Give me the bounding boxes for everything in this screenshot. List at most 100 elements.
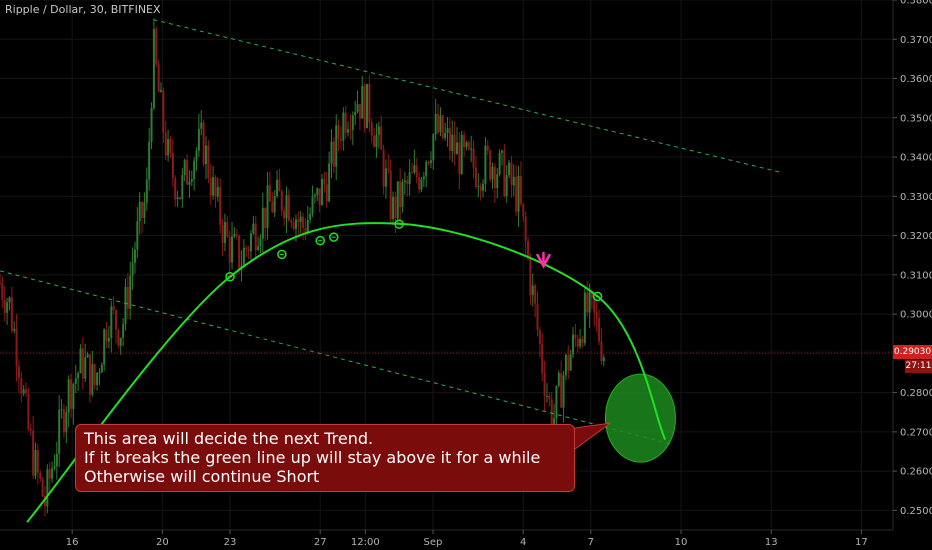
candle-body — [498, 152, 501, 175]
candle-body — [574, 334, 577, 339]
candle-body — [339, 138, 342, 141]
candle-body — [103, 329, 106, 365]
candle-body — [25, 389, 28, 394]
candle-body — [318, 188, 321, 206]
candle-body — [81, 348, 84, 379]
callout-line-2: If it breaks the green line up will stay… — [84, 448, 541, 467]
candle-body — [593, 297, 596, 313]
candle-body — [287, 194, 290, 221]
candle-body — [410, 172, 413, 174]
candle-body — [96, 372, 99, 386]
candle-body — [148, 141, 151, 180]
candle-body — [20, 378, 23, 394]
time-tick-label: 4 — [520, 537, 526, 548]
candle-body — [337, 125, 340, 139]
candle-body — [150, 108, 153, 142]
candle-body — [117, 329, 120, 346]
candle-body — [27, 393, 30, 429]
touch-marker-ring — [328, 232, 339, 242]
candle-body — [482, 183, 485, 191]
candle-body — [164, 132, 167, 156]
candles — [0, 18, 605, 517]
candle-body — [13, 328, 16, 331]
candle-body — [204, 145, 207, 165]
candle-body — [588, 291, 591, 313]
candle-body — [98, 372, 101, 374]
candle-body — [531, 285, 534, 296]
candle-body — [126, 286, 129, 309]
candle-body — [323, 178, 326, 185]
candle-body — [160, 90, 163, 92]
candle-body — [219, 187, 222, 225]
lower-trend-line[interactable] — [0, 270, 670, 445]
candle-body — [453, 134, 456, 155]
candle-body — [451, 134, 454, 151]
candle-body — [512, 176, 515, 186]
candle-body — [342, 112, 345, 141]
candle-body — [53, 466, 56, 469]
candle-body — [519, 175, 522, 204]
upper-trend-line[interactable] — [153, 19, 783, 174]
candle-body — [361, 85, 364, 119]
time-tick-label: Sep — [424, 537, 443, 548]
callout-line-1: This area will decide the next Trend. — [84, 429, 374, 448]
candle-body — [505, 175, 508, 197]
candle-body — [313, 194, 316, 197]
candle-body — [569, 354, 572, 371]
support-arc[interactable] — [26, 222, 667, 523]
candle-body — [264, 207, 267, 228]
candle-body — [489, 150, 492, 180]
candle-body — [216, 187, 219, 197]
candle-body — [384, 168, 387, 187]
candle-body — [188, 181, 191, 185]
touch-marker — [225, 272, 235, 282]
touch-marker — [315, 235, 325, 246]
candle-body — [576, 338, 579, 347]
candle-body — [15, 328, 18, 367]
candle-body — [228, 236, 231, 263]
bar-countdown-tag: 27:11 — [905, 360, 932, 373]
candle-body — [332, 141, 335, 167]
candle-body — [572, 334, 575, 355]
candle-body — [422, 176, 425, 180]
candle-body — [356, 104, 359, 113]
candle-body — [522, 203, 525, 217]
time-axis[interactable]: 16 20 23 27 12:00 Sep 4 7 10 13 17 — [66, 530, 868, 548]
candle-body — [382, 149, 385, 187]
candle-body — [34, 450, 37, 476]
highlight-ellipse[interactable] — [604, 373, 676, 463]
candle-body — [157, 64, 160, 92]
candle-body — [347, 129, 350, 133]
price-tick-label: 0.25000 — [900, 506, 932, 517]
candle-body — [181, 174, 184, 200]
candle-body — [541, 344, 544, 374]
candle-body — [437, 113, 440, 133]
candle-body — [67, 379, 70, 413]
candle-body — [58, 409, 61, 454]
candle-body — [418, 177, 421, 190]
candle-body — [233, 233, 236, 237]
candle-body — [280, 191, 283, 211]
candle-body — [354, 112, 357, 116]
candle-body — [486, 145, 489, 151]
candle-body — [538, 329, 541, 345]
candle-body — [536, 303, 539, 330]
candle-body — [183, 160, 186, 175]
candle-body — [268, 185, 271, 202]
candle-body — [368, 83, 371, 123]
candle-body — [259, 238, 262, 247]
annotation-callout[interactable]: This area will decide the next Trend. If… — [75, 424, 575, 492]
candle-body — [366, 83, 369, 129]
candle-body — [600, 341, 603, 362]
candle-body — [72, 383, 75, 410]
candle-body — [534, 285, 537, 304]
candle-body — [138, 201, 141, 222]
candle-body — [467, 142, 470, 150]
